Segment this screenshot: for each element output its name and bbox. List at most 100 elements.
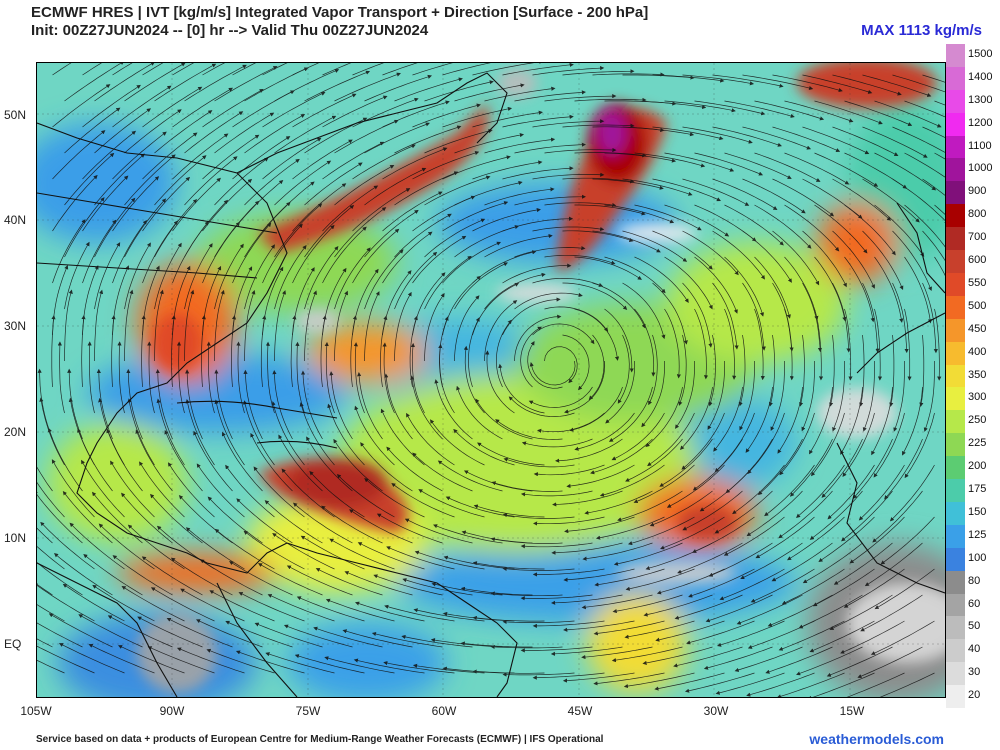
streamline xyxy=(904,204,945,248)
streamline xyxy=(236,498,293,544)
colorbar-label: 200 xyxy=(968,460,987,473)
streamline xyxy=(196,463,245,518)
streamline xyxy=(874,568,935,610)
streamline xyxy=(325,598,395,622)
streamline xyxy=(170,557,233,596)
streamline xyxy=(871,386,893,456)
streamline xyxy=(484,137,556,154)
streamline xyxy=(829,334,835,407)
streamline xyxy=(124,289,134,362)
streamline xyxy=(893,360,905,432)
streamline xyxy=(484,272,546,310)
streamline xyxy=(502,672,575,677)
streamline xyxy=(384,604,455,622)
streamline xyxy=(514,142,586,154)
streamline xyxy=(124,63,186,102)
streamline xyxy=(592,230,661,253)
site-link[interactable]: weathermodels.com xyxy=(809,731,944,747)
streamline xyxy=(154,289,164,362)
streamline xyxy=(765,646,833,674)
streamline xyxy=(67,368,83,440)
streamline xyxy=(313,626,383,648)
streamline xyxy=(364,167,427,206)
streamline xyxy=(94,63,156,102)
streamline xyxy=(185,527,245,570)
streamline xyxy=(82,84,141,128)
streamline xyxy=(382,63,418,76)
streamline xyxy=(634,204,702,231)
streamline xyxy=(574,204,646,216)
streamline xyxy=(271,401,305,466)
streamline xyxy=(739,360,755,431)
streamline xyxy=(322,63,352,76)
streamline xyxy=(137,616,203,648)
streamline xyxy=(200,559,263,596)
colorbar-label: 1200 xyxy=(968,116,993,129)
streamline xyxy=(768,334,776,407)
streamline xyxy=(418,489,485,518)
streamline xyxy=(147,646,215,674)
colorbar-swatch xyxy=(946,341,965,365)
colorbar-level: 150 xyxy=(946,501,1000,525)
colorbar-level: 200 xyxy=(946,456,1000,480)
streamline xyxy=(37,622,83,648)
streamline xyxy=(634,308,656,377)
max-value-label: MAX 1113 kg/m/s xyxy=(861,22,982,39)
streamline xyxy=(296,596,365,622)
streamline xyxy=(784,100,854,123)
colorbar-swatch xyxy=(946,639,965,663)
streamline xyxy=(562,123,635,128)
streamline xyxy=(778,620,845,651)
streamline xyxy=(82,219,117,284)
streamline xyxy=(532,277,604,287)
streamline xyxy=(724,152,792,179)
colorbar-label: 125 xyxy=(968,528,987,541)
streamline xyxy=(62,583,125,622)
colorbar-level: 350 xyxy=(946,364,1000,388)
streamline xyxy=(94,242,121,310)
streamline xyxy=(184,289,195,362)
streamline xyxy=(360,442,413,492)
streamline xyxy=(537,412,605,433)
colorbar-swatch xyxy=(946,112,965,136)
streamline xyxy=(742,126,812,150)
streamline xyxy=(472,615,545,622)
streamline xyxy=(401,634,473,648)
colorbar-swatch xyxy=(946,479,965,502)
streamline xyxy=(382,342,395,414)
streamline xyxy=(827,464,875,520)
streamline xyxy=(126,368,143,440)
streamline xyxy=(533,464,605,477)
streamline xyxy=(832,360,845,432)
streamline xyxy=(214,157,269,206)
streamline xyxy=(350,315,357,388)
streamline xyxy=(625,438,683,482)
streamline xyxy=(802,230,847,288)
streamline xyxy=(503,457,575,468)
streamline xyxy=(611,646,683,663)
streamline xyxy=(57,341,65,414)
streamline xyxy=(300,370,323,440)
streamline xyxy=(660,516,725,550)
streamline xyxy=(172,133,229,180)
streamline xyxy=(904,256,933,324)
streamline xyxy=(171,315,176,388)
streamline xyxy=(267,594,335,622)
streamline xyxy=(94,197,136,258)
streamline xyxy=(796,646,863,676)
streamline xyxy=(292,224,335,284)
streamline xyxy=(309,470,365,518)
streamline xyxy=(64,241,90,310)
colorbar-swatch xyxy=(946,204,965,228)
streamline xyxy=(745,386,773,453)
streamline xyxy=(655,620,725,642)
streamline xyxy=(514,90,586,102)
streamline xyxy=(874,152,937,191)
streamline xyxy=(742,178,806,214)
streamline xyxy=(552,490,623,507)
streamline xyxy=(562,334,590,391)
streamline xyxy=(502,263,572,284)
streamline xyxy=(742,230,792,283)
streamline xyxy=(862,360,875,432)
colorbar-label: 1500 xyxy=(968,48,993,60)
